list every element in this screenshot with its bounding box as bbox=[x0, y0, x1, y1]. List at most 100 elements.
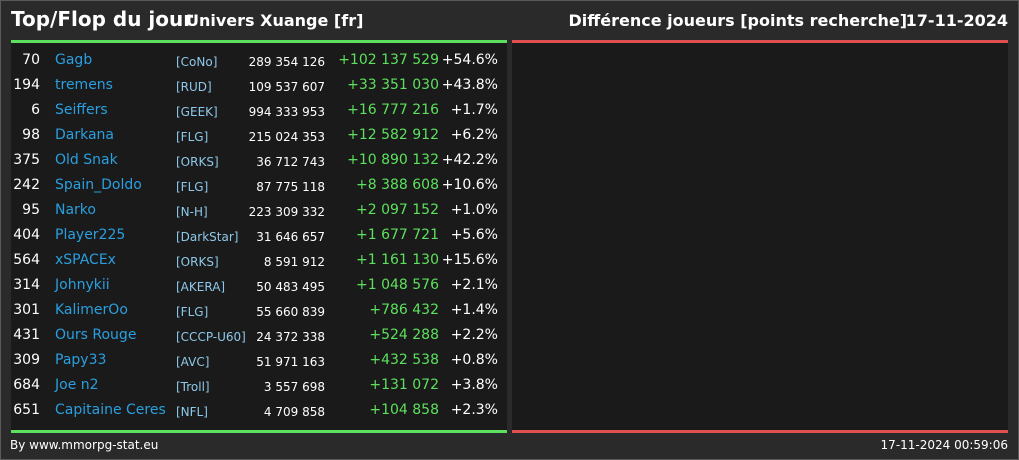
footer-timestamp: 17-11-2024 00:59:06 bbox=[880, 438, 1008, 452]
footer-credit: By www.mmorpg-stat.eu bbox=[10, 438, 159, 452]
player-points: 3 557 698 bbox=[263, 380, 325, 394]
alliance-tag-link[interactable]: [GEEK] bbox=[176, 105, 218, 119]
player-rank: 375 bbox=[13, 152, 40, 168]
list-item: 431 Ours Rouge [CCCP-U60] 24 372 338 +524 28… bbox=[11, 323, 507, 348]
player-points: 4 709 858 bbox=[263, 405, 325, 419]
player-rank: 564 bbox=[13, 252, 40, 268]
percent-change: +42.2% bbox=[441, 152, 498, 168]
list-item: 70 Gagb [CoNo] 289 354 126 +102 137 529 +54.6… bbox=[11, 48, 507, 73]
player-rank: 684 bbox=[13, 377, 40, 393]
points-difference: +131 072 bbox=[369, 377, 439, 393]
points-difference: +12 582 912 bbox=[347, 127, 439, 143]
player-rank: 6 bbox=[31, 102, 40, 118]
player-name-link[interactable]: Seiffers bbox=[55, 102, 108, 118]
alliance-tag-link[interactable]: [FLG] bbox=[176, 305, 209, 319]
player-points: 50 483 495 bbox=[256, 280, 325, 294]
percent-change: +1.0% bbox=[450, 202, 498, 218]
list-item: 95 Narko [N-H] 223 309 332 +2 097 152 +1.0% bbox=[11, 198, 507, 223]
top-accent-bar-bottom bbox=[11, 430, 507, 433]
alliance-tag-link[interactable]: [NFL] bbox=[176, 405, 208, 419]
points-difference: +786 432 bbox=[369, 302, 439, 318]
player-rank: 95 bbox=[22, 202, 40, 218]
player-rank: 70 bbox=[22, 52, 40, 68]
player-rank: 242 bbox=[13, 177, 40, 193]
alliance-tag-link[interactable]: [Troll] bbox=[176, 380, 210, 394]
player-name-link[interactable]: Darkana bbox=[55, 127, 115, 143]
player-name-link[interactable]: Capitaine Ceres bbox=[55, 402, 166, 418]
alliance-tag-link[interactable]: [AVC] bbox=[176, 355, 210, 369]
percent-change: +2.2% bbox=[450, 327, 498, 343]
points-difference: +104 858 bbox=[369, 402, 439, 418]
header: Top/Flop du jour Univers Xuange [fr] Dif… bbox=[0, 0, 1019, 40]
player-rank: 98 bbox=[22, 127, 40, 143]
list-item: 684 Joe n2 [Troll] 3 557 698 +131 072 +3.8% bbox=[11, 373, 507, 398]
percent-change: +43.8% bbox=[441, 77, 498, 93]
alliance-tag-link[interactable]: [CoNo] bbox=[176, 55, 218, 69]
player-points: 55 660 839 bbox=[256, 305, 325, 319]
percent-change: +54.6% bbox=[441, 52, 498, 68]
list-item: 375 Old Snak [ORKS] 36 712 743 +10 890 132 +4… bbox=[11, 148, 507, 173]
percent-change: +1.7% bbox=[450, 102, 498, 118]
flop-accent-bar-bottom bbox=[512, 430, 1008, 433]
list-item: 564 xSPACEx [ORKS] 8 591 912 +1 161 130 +15.6… bbox=[11, 248, 507, 273]
list-item: 651 Capitaine Ceres [NFL] 4 709 858 +104 858… bbox=[11, 398, 507, 423]
player-name-link[interactable]: Spain_Doldo bbox=[55, 177, 142, 193]
points-difference: +16 777 216 bbox=[347, 102, 439, 118]
player-name-link[interactable]: xSPACEx bbox=[55, 252, 116, 268]
percent-change: +3.8% bbox=[450, 377, 498, 393]
category-label: Différence joueurs [points recherche] bbox=[568, 11, 907, 30]
player-name-link[interactable]: Narko bbox=[55, 202, 96, 218]
percent-change: +2.1% bbox=[450, 277, 498, 293]
player-points: 289 354 126 bbox=[248, 55, 325, 69]
list-item: 242 Spain_Doldo [FLG] 87 775 118 +8 388 608 +… bbox=[11, 173, 507, 198]
player-name-link[interactable]: KalimerOo bbox=[55, 302, 128, 318]
alliance-tag-link[interactable]: [DarkStar] bbox=[176, 230, 239, 244]
alliance-tag-link[interactable]: [FLG] bbox=[176, 130, 209, 144]
flop-accent-bar bbox=[512, 40, 1008, 43]
player-name-link[interactable]: Gagb bbox=[55, 52, 93, 68]
percent-change: +15.6% bbox=[441, 252, 498, 268]
player-points: 109 537 607 bbox=[248, 80, 325, 94]
points-difference: +102 137 529 bbox=[338, 52, 439, 68]
points-difference: +1 161 130 bbox=[356, 252, 439, 268]
points-difference: +1 677 721 bbox=[356, 227, 439, 243]
percent-change: +5.6% bbox=[450, 227, 498, 243]
player-points: 215 024 353 bbox=[248, 130, 325, 144]
alliance-tag-link[interactable]: [ORKS] bbox=[176, 255, 219, 269]
player-name-link[interactable]: Old Snak bbox=[55, 152, 118, 168]
player-name-link[interactable]: tremens bbox=[55, 77, 113, 93]
percent-change: +2.3% bbox=[450, 402, 498, 418]
percent-change: +0.8% bbox=[450, 352, 498, 368]
player-rank: 651 bbox=[13, 402, 40, 418]
player-points: 8 591 912 bbox=[263, 255, 325, 269]
player-name-link[interactable]: Joe n2 bbox=[55, 377, 99, 393]
points-difference: +2 097 152 bbox=[356, 202, 439, 218]
player-name-link[interactable]: Papy33 bbox=[55, 352, 107, 368]
alliance-tag-link[interactable]: [N-H] bbox=[176, 205, 208, 219]
player-points: 31 646 657 bbox=[256, 230, 325, 244]
alliance-tag-link[interactable]: [ORKS] bbox=[176, 155, 219, 169]
list-item: 404 Player225 [DarkStar] 31 646 657 +1 677 7… bbox=[11, 223, 507, 248]
alliance-tag-link[interactable]: [CCCP-U60] bbox=[176, 330, 246, 344]
player-name-link[interactable]: Johnykii bbox=[55, 277, 110, 293]
alliance-tag-link[interactable]: [RUD] bbox=[176, 80, 212, 94]
player-points: 87 775 118 bbox=[256, 180, 325, 194]
player-rank: 194 bbox=[13, 77, 40, 93]
player-name-link[interactable]: Ours Rouge bbox=[55, 327, 137, 343]
player-rank: 301 bbox=[13, 302, 40, 318]
percent-change: +6.2% bbox=[450, 127, 498, 143]
top-accent-bar bbox=[11, 40, 507, 43]
list-item: 194 tremens [RUD] 109 537 607 +33 351 030 +43… bbox=[11, 73, 507, 98]
alliance-tag-link[interactable]: [AKERA] bbox=[176, 280, 226, 294]
points-difference: +8 388 608 bbox=[356, 177, 439, 193]
player-points: 994 333 953 bbox=[248, 105, 325, 119]
list-item: 301 KalimerOo [FLG] 55 660 839 +786 432 +1.4% bbox=[11, 298, 507, 323]
universe-label: Univers Xuange [fr] bbox=[186, 11, 364, 30]
alliance-tag-link[interactable]: [FLG] bbox=[176, 180, 209, 194]
player-name-link[interactable]: Player225 bbox=[55, 227, 126, 243]
points-difference: +10 890 132 bbox=[347, 152, 439, 168]
player-rank: 404 bbox=[13, 227, 40, 243]
player-rank: 309 bbox=[13, 352, 40, 368]
points-difference: +524 288 bbox=[369, 327, 439, 343]
player-rank: 431 bbox=[13, 327, 40, 343]
